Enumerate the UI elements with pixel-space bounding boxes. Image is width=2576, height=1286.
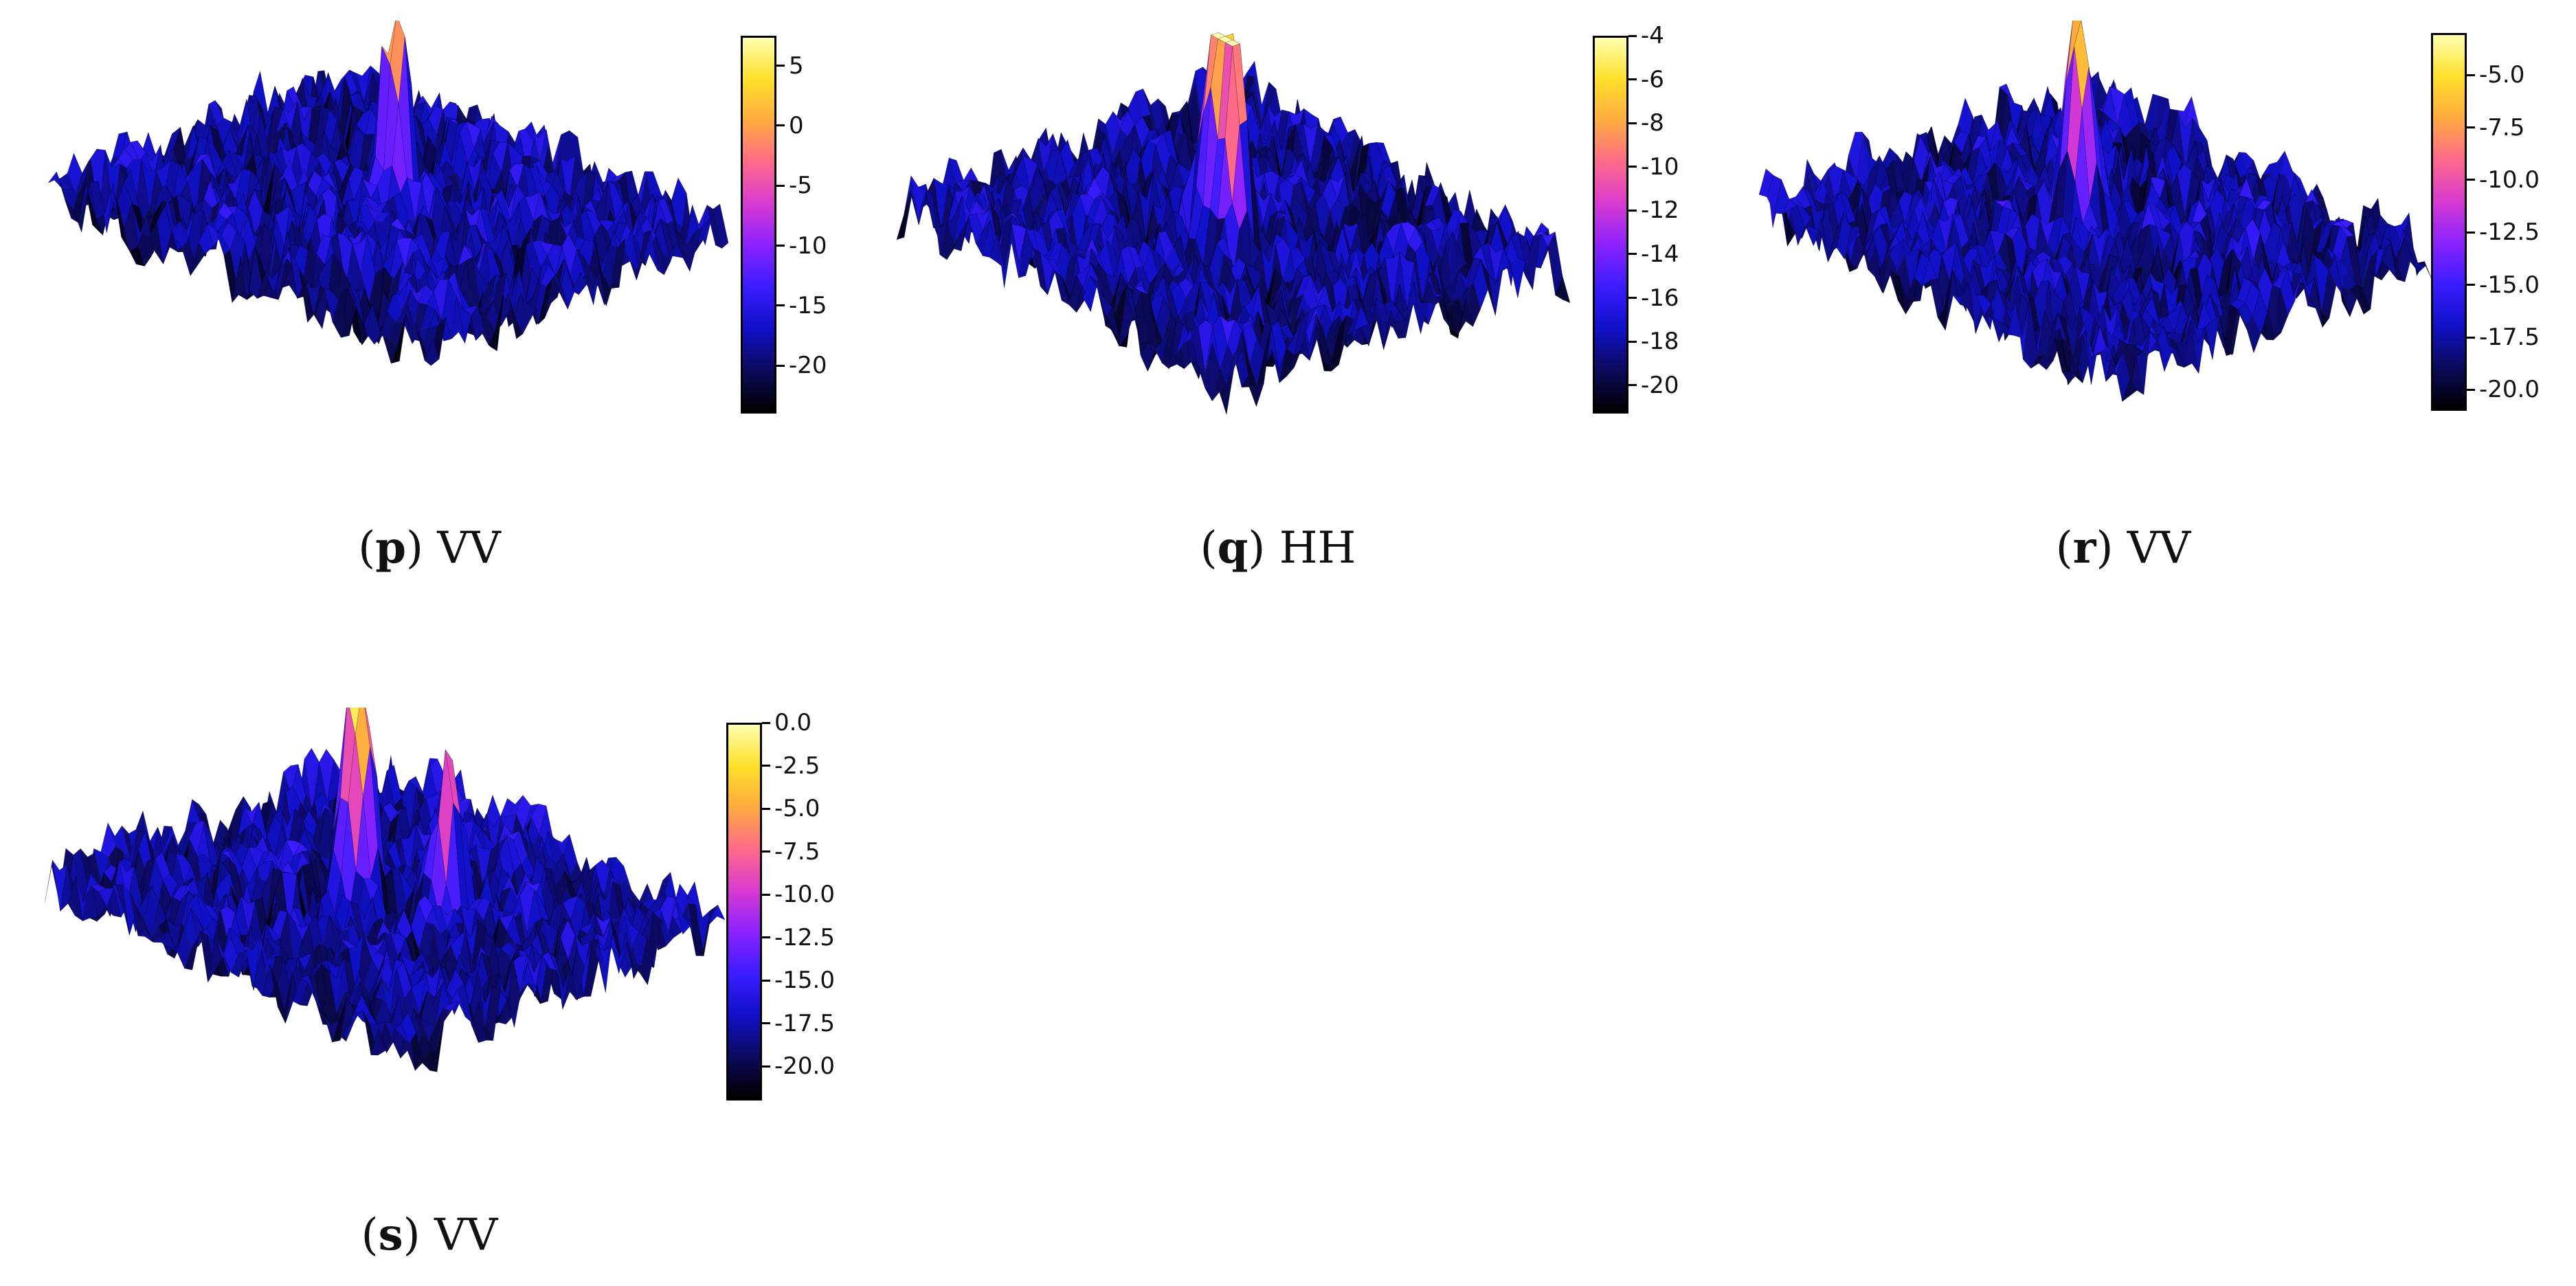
colorbar-tick-label-p: -5	[789, 172, 812, 200]
colorbar-tick-q	[1628, 166, 1637, 168]
surface-cell-p	[456, 297, 472, 343]
surface-cell-p	[713, 203, 729, 249]
surface-cell-p	[662, 242, 677, 262]
surface-plot-q	[896, 32, 1571, 415]
surface-cell-p	[488, 295, 504, 352]
surface-cell-q	[1391, 320, 1407, 339]
colorbar-tick-q	[1628, 122, 1637, 124]
panel-q: -20 -18 -16 -14 -12 -10 -8 -6 -4 (q) HH	[886, 21, 1711, 605]
colorbar-tick-label-q: -6	[1641, 65, 1664, 93]
surface-cell-q	[1353, 304, 1369, 332]
colorbar-tick-q	[1628, 78, 1637, 81]
colorbar-tick-p	[776, 184, 785, 187]
surface-cell-p	[706, 205, 723, 249]
colorbar-tick-label-q: -20	[1641, 371, 1679, 399]
colorbar-tick-label-p: -20	[789, 352, 827, 380]
surface-plot-p	[47, 21, 729, 367]
surface-mesh-q	[896, 32, 1571, 415]
surface-cell-p	[520, 294, 536, 323]
colorbar-tick-label-q: -8	[1641, 109, 1664, 137]
surface-mesh-r	[1758, 21, 2433, 403]
caption-p: (p) VV	[358, 522, 501, 574]
colorbar-tick-label-p: 5	[789, 52, 804, 80]
panel-r: -20.0 -17.5 -15.0 -12.5 -10.0 -7.5 -5.0 (r) VV	[1738, 21, 2563, 605]
caption-q: (q) HH	[1200, 522, 1356, 574]
colorbar-tick-label-p: 0	[789, 111, 804, 139]
colorbar-tick-label-q: -14	[1641, 240, 1679, 268]
surface-cell-p	[700, 205, 716, 245]
panel-p: -20 -15 -10 -5 0 5 (p) VV	[34, 21, 859, 605]
surface-cell-p	[656, 235, 671, 276]
surface-cell-p	[424, 337, 440, 366]
colorbar-tick-p	[776, 245, 785, 247]
colorbar-tick-label-p: -15	[789, 291, 827, 319]
surface-cell-p	[475, 329, 491, 348]
surface-cell-q	[1540, 231, 1556, 248]
surface-plot-r	[1758, 21, 2433, 403]
colorbar-tick-label-q: -4	[1641, 22, 1664, 49]
surface-cell-q	[1532, 231, 1548, 237]
colorbar-tick-p	[776, 65, 785, 67]
colorbar-tick-q	[1628, 253, 1637, 256]
surface-cell-q	[1495, 247, 1511, 284]
surface-cell-p	[508, 293, 524, 339]
surface-cell-q	[1360, 303, 1376, 348]
colorbar-tick-q	[1628, 34, 1637, 37]
surface-cell-p	[539, 264, 555, 287]
colorbar-tick-label-p: -10	[789, 232, 827, 260]
surface-mesh-p	[47, 21, 729, 367]
colorbar-tick-q	[1628, 384, 1637, 387]
colorbar-tick-q	[1628, 340, 1637, 343]
surface-cell-p	[482, 333, 497, 352]
colorbar-gradient-q	[1593, 36, 1628, 414]
colorbar-tick-q	[1628, 209, 1637, 212]
colorbar-tick-p	[776, 124, 785, 127]
surface-cell-q	[1480, 259, 1496, 316]
colorbar-tick-p	[776, 364, 785, 367]
surface-cell-q	[1458, 298, 1474, 334]
surface-cell-p	[514, 293, 530, 335]
colorbar-tick-label-q: -10	[1641, 153, 1679, 181]
surface-cell-q	[963, 167, 979, 182]
surface-cell-q	[1510, 258, 1526, 298]
colorbar-gradient-p	[741, 36, 776, 414]
surface-cell-p	[623, 229, 639, 272]
surface-cell-p	[585, 271, 601, 306]
colorbar-tick-label-q: -16	[1641, 284, 1679, 312]
colorbar-tick-p	[776, 304, 785, 307]
colorbar-tick-q	[1628, 297, 1637, 299]
colorbar-tick-label-q: -12	[1641, 196, 1679, 225]
colorbar-tick-label-q: -18	[1641, 328, 1679, 356]
